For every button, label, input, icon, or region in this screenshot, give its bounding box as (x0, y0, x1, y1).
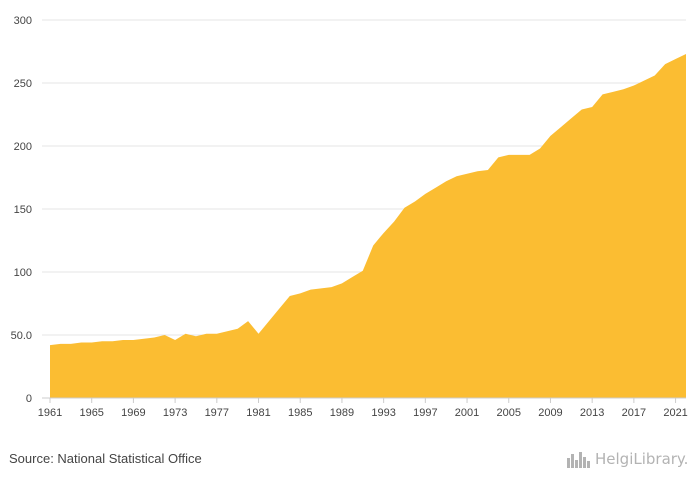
x-tick-label: 2001 (455, 407, 479, 419)
y-tick-label: 100 (14, 267, 32, 279)
x-axis-ticks: 1961 1965 1969 1973 1977 1981 1985 1989 1993 1997… (38, 398, 688, 419)
area-chart: 0 50.0 100 150 200 250 300 1961 1965 1969 1973 197… (11, 15, 688, 419)
x-tick-label: 1997 (413, 407, 437, 419)
helgi-library-logo: HelgiLibrary. (566, 448, 688, 470)
y-tick-label: 300 (14, 15, 32, 27)
area-series (50, 54, 686, 399)
x-tick-label: 1961 (38, 407, 62, 419)
logo-text: HelgiLibrary. (595, 450, 689, 468)
x-tick-label: 2013 (580, 407, 604, 419)
y-tick-label: 250 (14, 78, 32, 90)
y-tick-label: 200 (14, 141, 32, 153)
x-tick-label: 1965 (79, 407, 103, 419)
x-tick-label: 1993 (371, 407, 395, 419)
x-tick-label: 1989 (330, 407, 354, 419)
x-tick-label: 2009 (538, 407, 562, 419)
x-tick-label: 1981 (246, 407, 270, 419)
y-tick-label: 0 (26, 393, 32, 405)
x-tick-label: 2017 (622, 407, 646, 419)
y-tick-label: 50.0 (11, 330, 32, 342)
x-tick-label: 2005 (497, 407, 521, 419)
x-tick-label: 2021 (663, 407, 687, 419)
y-tick-label: 150 (14, 204, 32, 216)
x-tick-label: 1977 (205, 407, 229, 419)
x-tick-label: 1969 (121, 407, 145, 419)
source-note: Source: National Statistical Office (9, 451, 202, 466)
y-axis-ticks: 0 50.0 100 150 200 250 300 (11, 15, 32, 405)
x-tick-label: 1973 (163, 407, 187, 419)
city-skyline-icon (567, 452, 590, 468)
x-tick-label: 1985 (288, 407, 312, 419)
